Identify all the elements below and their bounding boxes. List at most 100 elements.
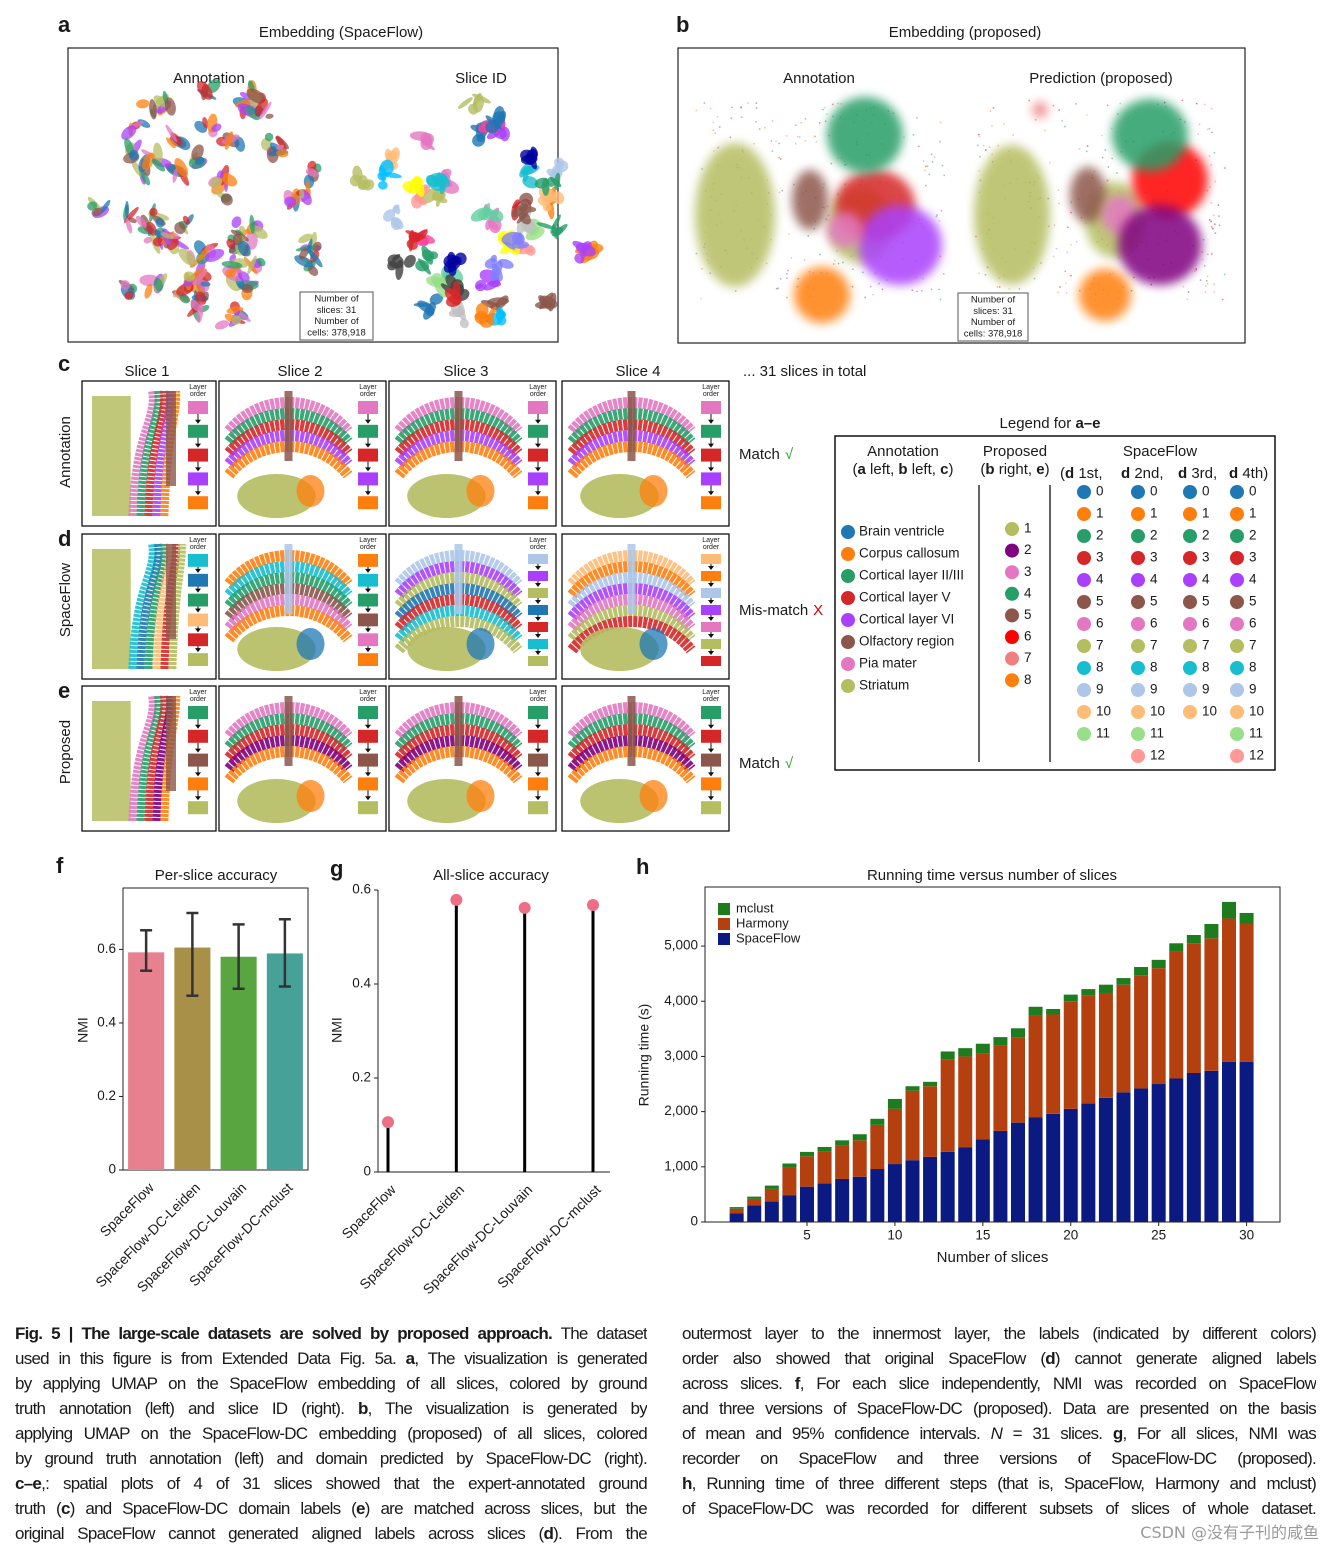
umap-speckle	[758, 128, 761, 130]
legend-label: 5	[1150, 594, 1158, 609]
caption-text: ) are matched across slices, but the	[364, 1499, 647, 1518]
legend-swatch	[1005, 586, 1019, 601]
legend-swatch	[1230, 683, 1244, 697]
legend-swatch	[1131, 617, 1145, 631]
layer-order-label: Layer	[702, 537, 720, 544]
umap-speckle	[924, 165, 927, 168]
layer-swatch	[188, 472, 208, 486]
umap-cluster	[226, 238, 236, 250]
panel-title: Embedding (SpaceFlow)	[259, 24, 423, 41]
tissue-region	[92, 701, 131, 821]
legend-label: 1	[1249, 506, 1257, 521]
umap-speckle	[1053, 224, 1056, 226]
layer-swatch	[188, 573, 208, 587]
caption-text: ,: spatial plots of 4 of 31 slices showe…	[41, 1474, 647, 1493]
stacked-bar	[817, 1183, 832, 1222]
layer-arrowhead	[195, 588, 201, 593]
umap-cluster	[196, 302, 204, 324]
caption-text: g	[1112, 1424, 1123, 1443]
legend-label: 6	[1249, 616, 1257, 631]
umap-speckle	[822, 108, 824, 111]
umap-speckle	[1043, 129, 1046, 132]
umap-speckle	[1066, 226, 1069, 229]
umap-cluster	[468, 103, 479, 115]
umap-cluster	[519, 192, 534, 207]
umap-cluster	[417, 300, 435, 314]
layer-arrowhead	[365, 443, 371, 448]
layer-arrowhead	[195, 443, 201, 448]
umap-speckle	[800, 121, 803, 124]
y-tick-label: 0.4	[352, 976, 371, 991]
umap-cluster	[420, 138, 435, 151]
layer-order-label: Layer	[189, 689, 207, 696]
caption-text: used in this figure is from Extended Dat…	[15, 1349, 406, 1368]
stacked-bar	[1081, 1103, 1096, 1222]
layer-swatch	[528, 801, 548, 815]
umap-speckle	[786, 277, 788, 280]
umap-speckle	[912, 133, 915, 136]
umap-speckle	[1193, 270, 1196, 272]
umap-cluster	[284, 196, 297, 208]
umap-cluster	[488, 280, 502, 288]
legend-label: 7	[1202, 638, 1210, 653]
tissue-band	[144, 543, 169, 670]
umap-cluster	[486, 306, 497, 323]
tissue-band	[394, 616, 523, 654]
legend-label: mclust	[736, 900, 774, 915]
umap-speckle	[922, 160, 925, 162]
layer-order-label: order	[703, 544, 720, 551]
layer-arrowhead	[535, 467, 541, 472]
stacked-bar	[1028, 1006, 1043, 1016]
legend-swatch	[1230, 727, 1244, 741]
umap-speckle	[911, 289, 914, 292]
umap-cluster	[275, 144, 285, 150]
layer-arrowhead	[535, 772, 541, 777]
umap-speckle	[1201, 251, 1204, 253]
stacked-bar	[975, 1043, 990, 1054]
umap-speckle	[851, 268, 854, 271]
layer-arrowhead	[365, 467, 371, 472]
legend-label: 1	[1024, 521, 1032, 536]
embedding-subtitle: Prediction (proposed)	[1029, 70, 1172, 87]
umap-speckle	[1195, 102, 1198, 105]
caption-text: truth annotation (left) and slice ID (ri…	[15, 1399, 358, 1418]
umap-speckle	[755, 106, 758, 109]
layer-arrowhead	[708, 443, 714, 448]
legend-label: Cortical layer II/III	[859, 568, 964, 583]
layer-order-label: Layer	[359, 537, 377, 544]
layer-swatch	[701, 656, 721, 666]
umap-speckle	[1187, 291, 1190, 294]
caption-text: outermost layer to the innermost layer, …	[682, 1324, 1316, 1343]
umap-blob	[1118, 205, 1202, 285]
legend-swatch	[1183, 551, 1197, 565]
caption-text: ) and SpaceFlow-DC domain labels (	[69, 1499, 357, 1518]
layer-swatch	[358, 801, 378, 815]
tissue-region	[284, 696, 293, 766]
panel-letter: a	[58, 12, 71, 37]
tissue-region	[284, 544, 293, 614]
umap-speckle	[1206, 128, 1209, 131]
umap-speckle	[804, 139, 807, 142]
umap-speckle	[771, 150, 774, 152]
umap-cluster	[449, 288, 459, 297]
umap-speckle	[979, 155, 981, 158]
umap-cluster	[124, 201, 130, 219]
umap-speckle	[718, 126, 721, 128]
legend-title-part: Legend for	[1000, 415, 1076, 432]
umap-speckle	[764, 126, 766, 129]
legend-header-part: c	[940, 461, 948, 478]
legend-swatch	[1131, 507, 1145, 521]
tissue-region	[466, 475, 495, 507]
legend-label: Cortical layer V	[859, 590, 951, 605]
layer-swatch	[701, 588, 721, 598]
umap-cluster	[276, 135, 287, 152]
y-tick-label: 0	[363, 1164, 371, 1179]
legend-swatch	[1230, 507, 1244, 521]
umap-speckle	[840, 103, 842, 105]
panel-frame	[677, 47, 1246, 344]
umap-speckle	[917, 145, 920, 148]
legend-label: 7	[1150, 638, 1158, 653]
umap-cluster	[100, 199, 111, 214]
umap-speckle	[1210, 131, 1213, 134]
layer-swatch	[701, 496, 721, 510]
